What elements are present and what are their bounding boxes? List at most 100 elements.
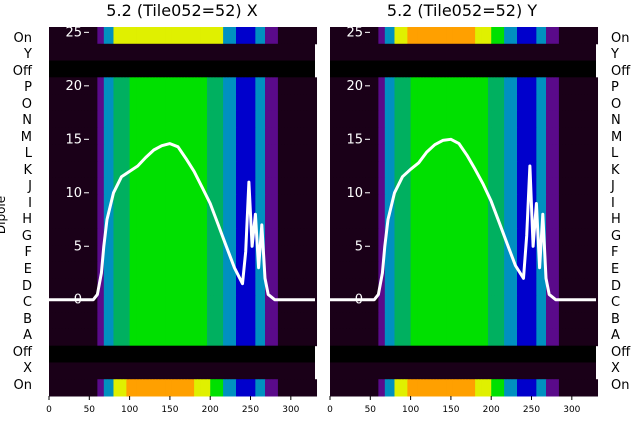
heatmap-cell	[507, 127, 511, 145]
heatmap-cell	[71, 211, 76, 229]
heatmap-cell	[504, 312, 508, 330]
heatmap-cell	[333, 127, 337, 145]
heatmap-cell	[52, 379, 56, 397]
heatmap-cell	[407, 245, 412, 263]
heatmap-cell	[190, 328, 195, 347]
heatmap-cell	[533, 278, 537, 296]
heatmap-cell	[575, 211, 579, 229]
heatmap-cell	[381, 110, 386, 129]
heatmap-cell	[148, 194, 153, 212]
heatmap-cell	[74, 328, 79, 347]
heatmap-cell	[271, 161, 276, 179]
heatmap-cell	[61, 27, 66, 45]
heatmap-cell	[113, 328, 118, 347]
heatmap-cell	[313, 328, 318, 347]
heatmap-cell	[277, 228, 282, 246]
heatmap-cell	[417, 211, 421, 229]
heatmap-cell	[339, 177, 344, 196]
heatmap-cell	[407, 312, 412, 330]
heatmap-cell	[68, 295, 72, 313]
y-tick-label: 15	[65, 132, 82, 147]
heatmap-cell	[139, 312, 143, 330]
heatmap-cell	[107, 77, 111, 95]
heatmap-cell	[132, 27, 137, 45]
heatmap-cell	[491, 328, 495, 347]
heatmap-cell	[52, 278, 56, 296]
heatmap-cell	[581, 161, 586, 179]
heatmap-cell	[194, 94, 198, 112]
heatmap-cell	[471, 27, 476, 45]
heatmap-cell	[155, 161, 160, 179]
heatmap-cell	[165, 110, 169, 129]
heatmap-cell	[394, 194, 399, 212]
heatmap-cell	[426, 77, 431, 95]
heatmap-cell	[78, 110, 82, 129]
heatmap-cell	[571, 228, 576, 246]
heatmap-cell	[475, 144, 479, 162]
heatmap-cell	[268, 228, 272, 246]
heatmap-cell	[384, 27, 389, 45]
heatmap-cell	[455, 295, 460, 313]
heatmap-cell	[100, 177, 105, 196]
heatmap-cell	[81, 312, 85, 330]
heatmap-cell	[107, 295, 111, 313]
heatmap-cell	[313, 77, 318, 95]
heatmap-cell	[494, 194, 499, 212]
heatmap-cell	[378, 261, 382, 280]
heatmap-cell	[542, 177, 547, 196]
heatmap-cell	[491, 177, 495, 196]
heatmap-cell	[90, 144, 95, 162]
heatmap-cell	[368, 94, 373, 112]
heatmap-cell	[158, 127, 163, 145]
heatmap-cell	[107, 194, 111, 212]
heatmap-cell	[123, 295, 127, 313]
heatmap-cell	[94, 261, 98, 280]
heatmap-cell	[346, 211, 350, 229]
heatmap-cell	[184, 144, 189, 162]
heatmap-cell	[336, 94, 341, 112]
heatmap-cell	[129, 211, 134, 229]
heatmap-cell	[152, 127, 156, 145]
heatmap-cell	[158, 278, 163, 296]
heatmap-cell	[587, 194, 592, 212]
heatmap-cell	[287, 328, 292, 347]
heatmap-cell	[65, 194, 69, 212]
heatmap-cell	[336, 144, 341, 162]
heatmap-cell	[484, 278, 489, 296]
heatmap-cell	[55, 94, 60, 112]
heatmap-cell	[155, 328, 160, 347]
heatmap-cell	[520, 278, 524, 296]
heatmap-cell	[365, 94, 370, 112]
heatmap-cell	[404, 127, 408, 145]
heatmap-cell	[523, 295, 528, 313]
heatmap-cell	[49, 27, 53, 45]
heatmap-cell	[142, 77, 147, 95]
heatmap-cell	[497, 161, 502, 179]
heatmap-cell	[168, 295, 172, 313]
heatmap-cell	[552, 211, 557, 229]
heatmap-cell	[219, 77, 224, 95]
heatmap-cell	[313, 27, 318, 45]
heatmap-cell	[475, 110, 479, 129]
heatmap-cell	[552, 177, 557, 196]
heatmap-cell	[74, 110, 79, 129]
heatmap-cell	[107, 177, 111, 196]
heatmap-cell	[487, 27, 492, 45]
heatmap-cell	[587, 211, 592, 229]
heatmap-cell	[252, 127, 256, 145]
heatmap-cell	[533, 177, 537, 196]
heatmap-cell	[355, 379, 360, 397]
y-tick-label: 0	[355, 293, 363, 308]
heatmap-cell	[226, 77, 230, 95]
heatmap-cell	[87, 312, 92, 330]
heatmap-cell	[284, 328, 288, 347]
heatmap-cell	[542, 161, 547, 179]
heatmap-cell	[65, 312, 69, 330]
heatmap-cell	[200, 228, 205, 246]
heatmap-cell	[55, 144, 60, 162]
heatmap-cell	[349, 161, 353, 179]
heatmap-cell	[342, 110, 347, 129]
heatmap-cell	[281, 312, 285, 330]
heatmap-cell	[139, 127, 143, 145]
heatmap-cell	[210, 211, 214, 229]
